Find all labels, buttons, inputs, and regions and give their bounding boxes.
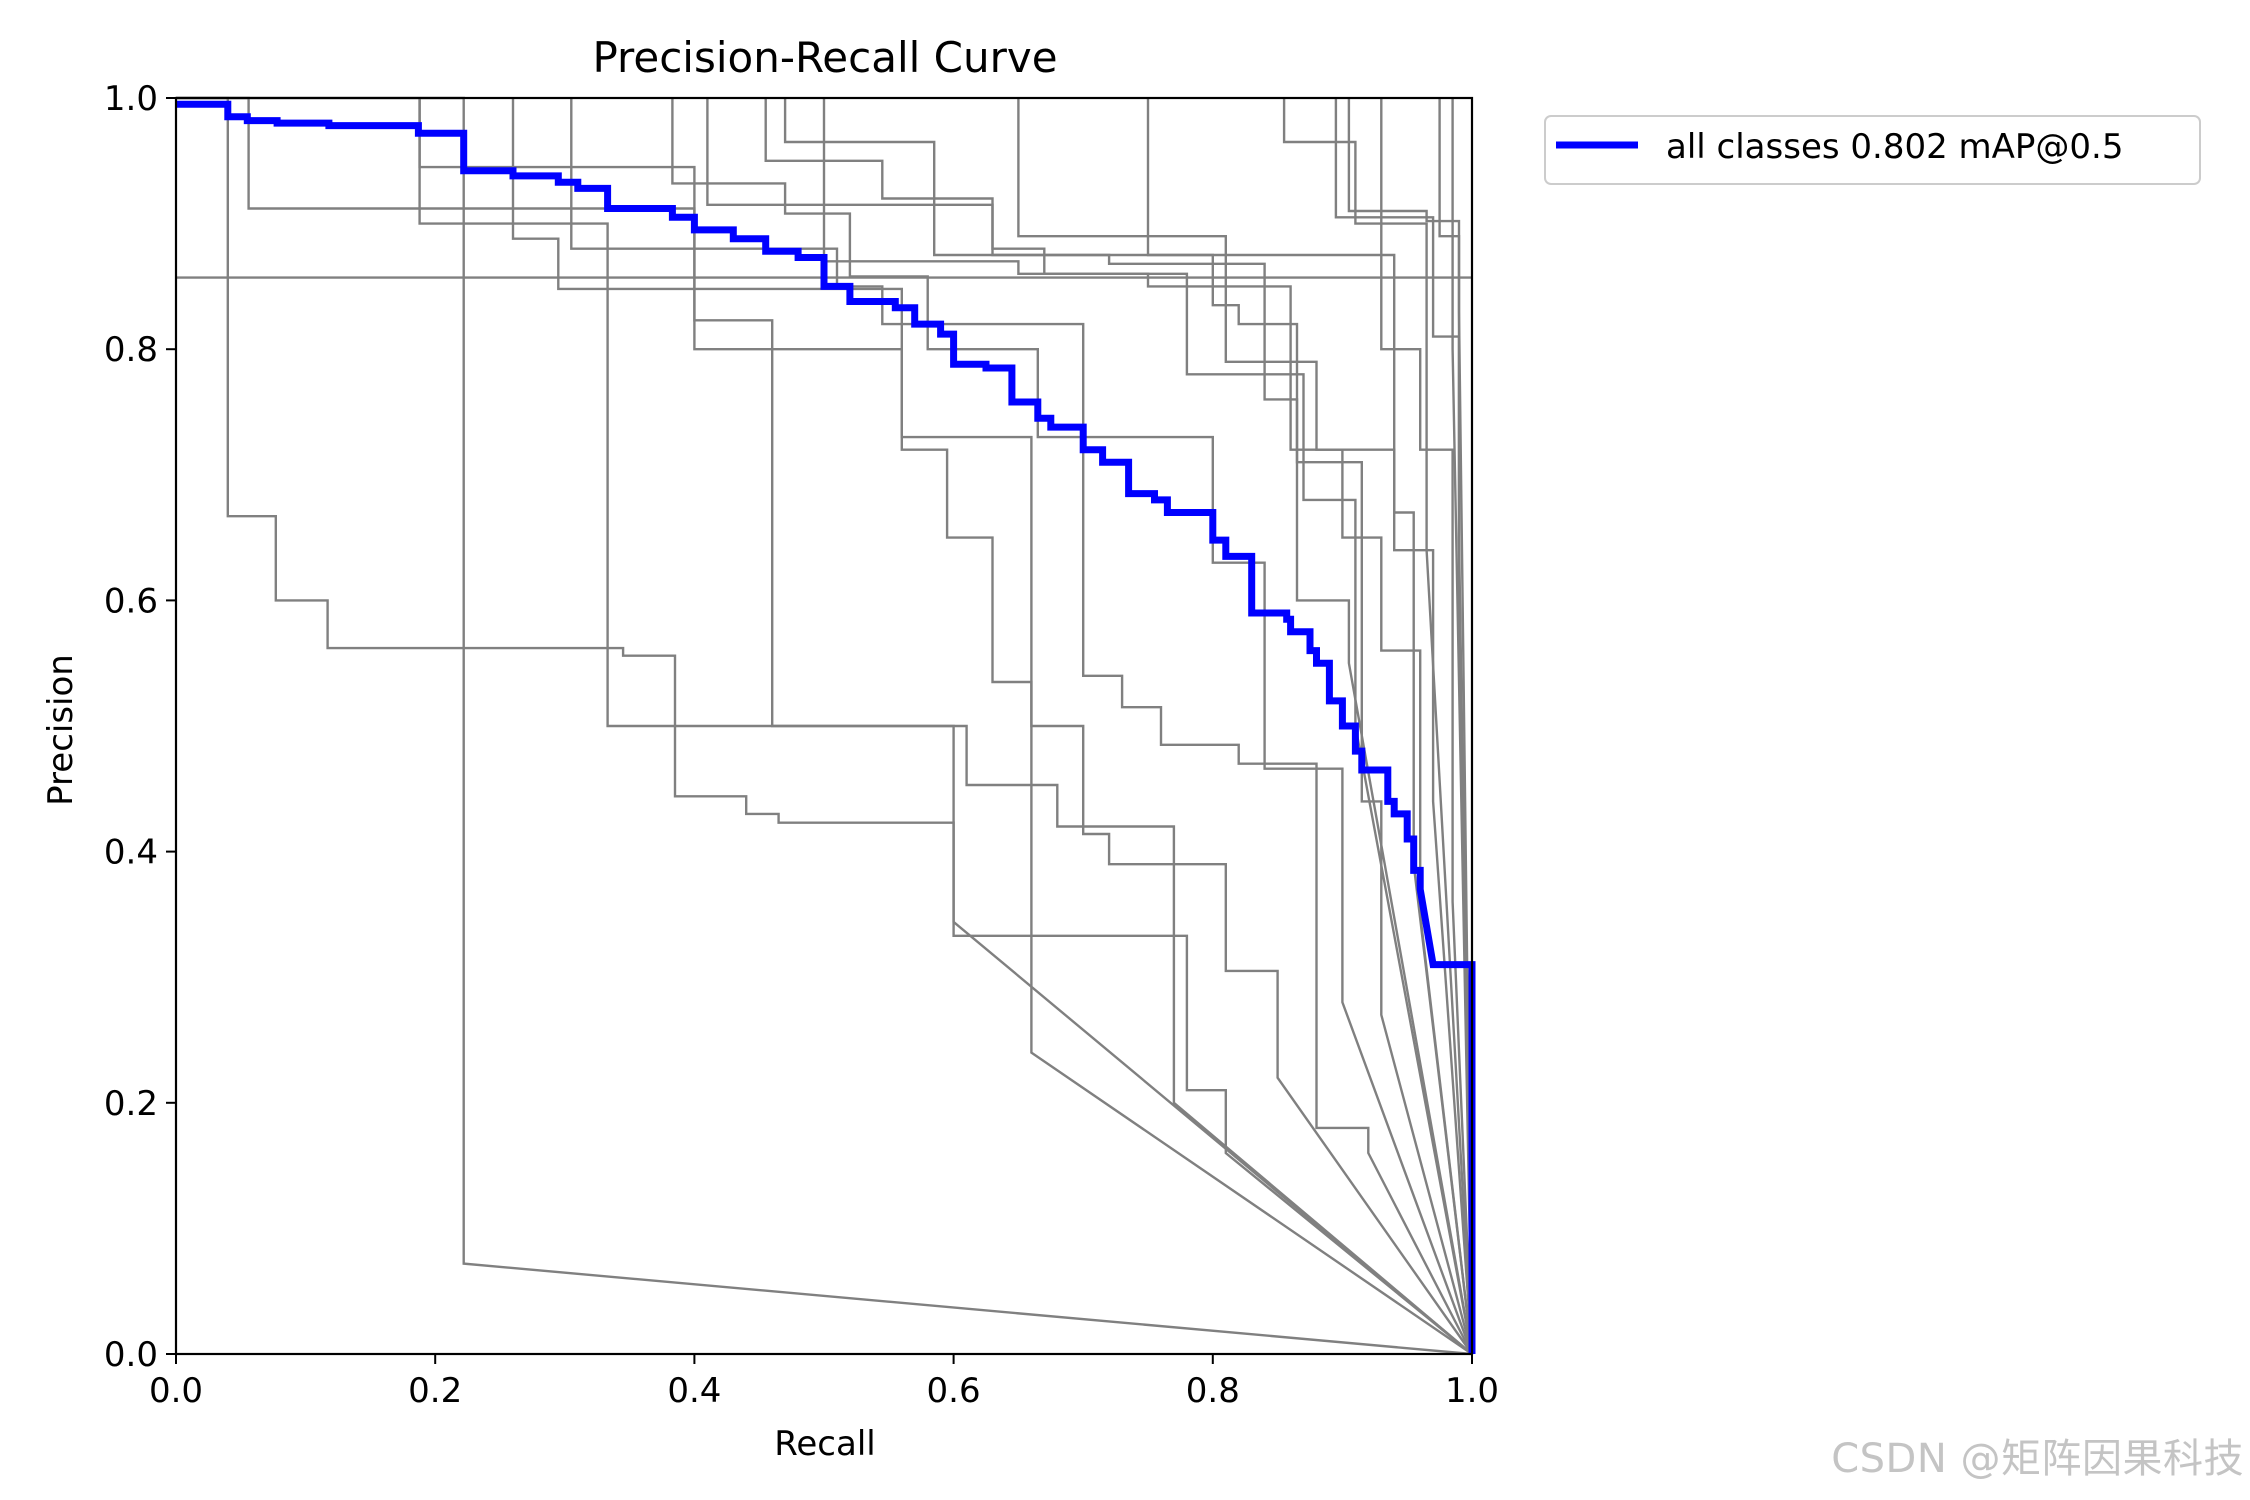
legend: all classes 0.802 mAP@0.5 [1544, 115, 2201, 185]
y-tick-label: 0.0 [104, 1335, 158, 1375]
class-curve-17 [1334, 98, 1474, 1355]
class-curve-2 [176, 96, 1473, 1355]
class-curve-14 [1017, 98, 1474, 1355]
all-classes-curve [176, 100, 1476, 1354]
y-tick-label: 0.6 [104, 581, 158, 621]
legend-box [1544, 115, 2201, 185]
class-curve-9 [671, 98, 1474, 1355]
class-curve-6 [418, 98, 1473, 1355]
class-curve-5 [418, 98, 1473, 1355]
class-curve-20 [1438, 98, 1474, 1355]
class-curve-21 [1451, 98, 1474, 1355]
x-tick-label: 0.0 [149, 1371, 203, 1411]
class-curve-16 [1282, 98, 1474, 1355]
x-axis-ticks: 0.0 0.2 0.4 0.6 0.8 1.0 [149, 1354, 1499, 1411]
watermark: CSDN @矩阵因果科技 [1831, 1436, 2244, 1482]
y-axis-ticks: 0.0 0.2 0.4 0.6 0.8 1.0 [104, 79, 176, 1375]
x-axis-label: Recall [774, 1424, 875, 1464]
chart-title: Precision-Recall Curve [592, 33, 1057, 82]
x-tick-label: 0.4 [667, 1371, 721, 1411]
y-tick-label: 0.4 [104, 833, 158, 873]
x-tick-label: 0.8 [1186, 1371, 1240, 1411]
legend-label-all-classes: all classes 0.802 mAP@0.5 [1666, 127, 2123, 167]
class-curve-12 [783, 98, 1474, 1355]
y-tick-label: 0.2 [104, 1084, 158, 1124]
y-tick-label: 1.0 [104, 79, 158, 119]
y-axis-label: Precision [41, 654, 81, 806]
x-tick-label: 1.0 [1445, 1371, 1499, 1411]
class-curves-group [176, 96, 1474, 1356]
all-classes-curve-group [176, 100, 1476, 1354]
plot-frame [174, 96, 1474, 1356]
y-tick-label: 0.8 [104, 330, 158, 370]
class-curve-15 [1146, 98, 1474, 1355]
class-curve-13 [822, 98, 1474, 1355]
class-curve-3 [176, 96, 1473, 1355]
class-curve-7 [511, 98, 1473, 1355]
x-tick-label: 0.6 [927, 1371, 981, 1411]
x-tick-label: 0.2 [408, 1371, 462, 1411]
